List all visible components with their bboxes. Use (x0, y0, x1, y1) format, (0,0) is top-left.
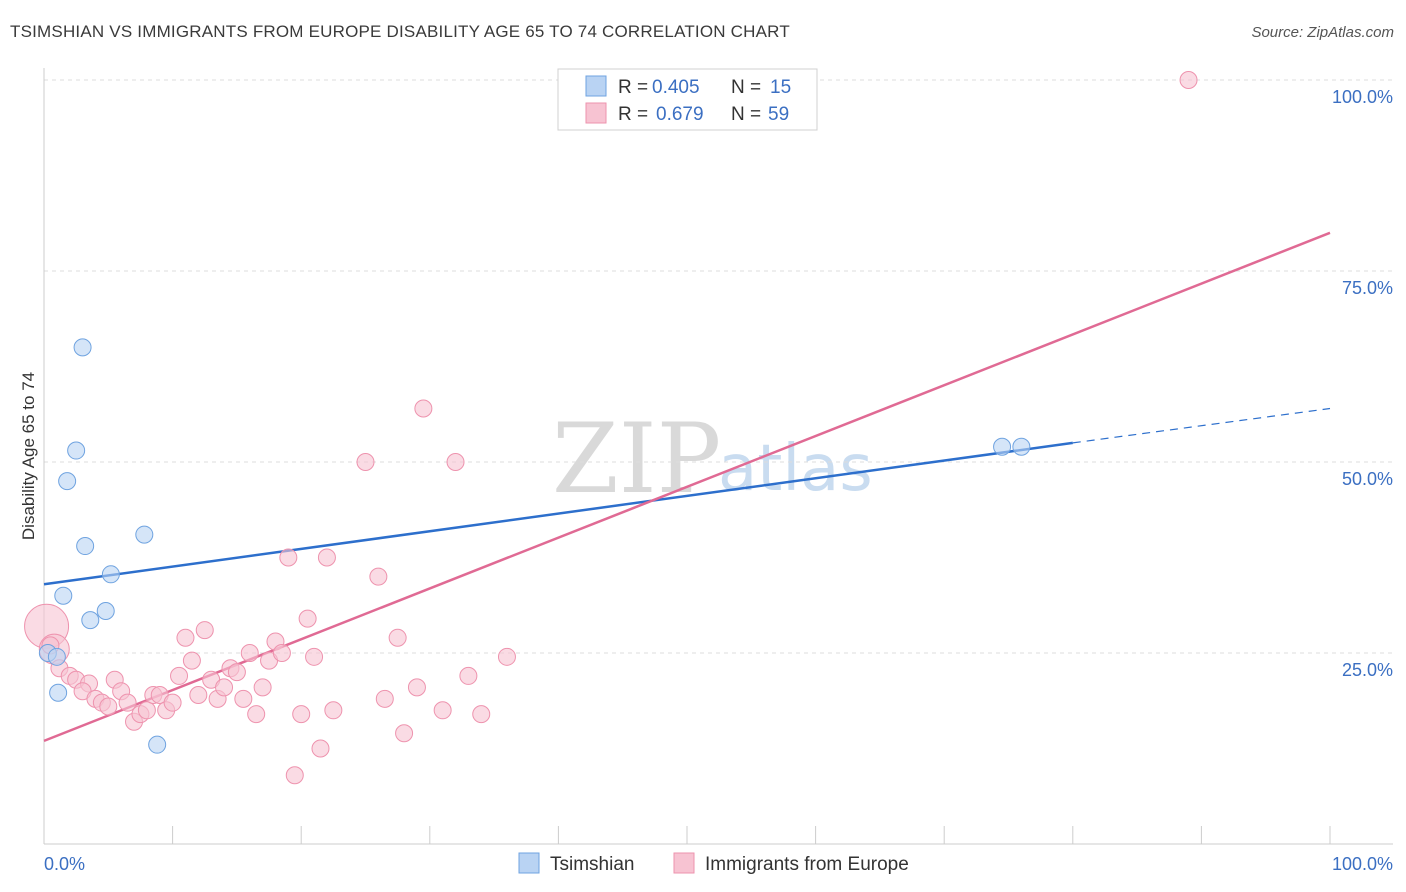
point-immigrants-27 (215, 678, 234, 697)
bottom-legend-label-immigrants: Immigrants from Europe (705, 854, 909, 875)
y-tick-labels: 25.0% 50.0% 75.0% 100.0% (1332, 87, 1393, 680)
legend-r-value-immigrants: 0.679 (656, 104, 704, 125)
bottom-legend-swatch-tsimshian (518, 852, 540, 874)
point-immigrants-12 (118, 693, 137, 712)
point-tsimshian-6 (54, 586, 73, 605)
axes (43, 68, 1393, 845)
y-tick-label-100: 100.0% (1332, 87, 1393, 107)
point-tsimshian-12 (148, 735, 167, 754)
grid-lines (44, 79, 1393, 654)
point-immigrants-32 (247, 705, 266, 724)
point-immigrants-49 (395, 724, 414, 743)
y-tick-label-50: 50.0% (1342, 469, 1393, 489)
point-immigrants-22 (182, 651, 201, 670)
point-tsimshian-11 (49, 683, 68, 702)
point-immigrants-48 (388, 628, 407, 647)
x-tick-label-max: 100.0% (1332, 854, 1393, 874)
point-immigrants-46 (369, 567, 388, 586)
point-immigrants-53 (446, 453, 465, 471)
point-immigrants-39 (292, 705, 311, 724)
point-tsimshian-0 (73, 338, 92, 357)
scatter-points (24, 71, 1198, 785)
y-tick-label-75: 75.0% (1342, 278, 1393, 298)
point-immigrants-56 (497, 647, 516, 666)
point-immigrants-50 (407, 678, 426, 697)
legend-r-label-tsimshian: R = (618, 77, 648, 98)
x-tick-label-min: 0.0% (44, 854, 85, 874)
trend-line-tsimshian-extension (1072, 407, 1331, 444)
point-immigrants-45 (356, 453, 375, 471)
point-tsimshian-3 (76, 537, 95, 556)
legend-n-value-immigrants: 59 (768, 104, 789, 125)
point-tsimshian-4 (135, 525, 154, 544)
legend-n-label-immigrants: N = (731, 104, 761, 125)
point-immigrants-44 (324, 701, 343, 720)
point-immigrants-21 (176, 628, 195, 647)
point-immigrants-15 (137, 701, 156, 720)
legend-r-label-immigrants: R = (618, 104, 648, 125)
point-immigrants-38 (285, 766, 304, 785)
point-immigrants-24 (195, 621, 214, 640)
point-tsimshian-13 (993, 437, 1012, 456)
point-immigrants-47 (375, 689, 394, 708)
point-immigrants-29 (227, 663, 246, 682)
trend-line-immigrants (43, 231, 1331, 743)
point-immigrants-23 (189, 686, 208, 705)
legend-swatch-immigrants (585, 102, 607, 124)
point-tsimshian-2 (58, 472, 77, 491)
chart-title: TSIMSHIAN VS IMMIGRANTS FROM EUROPE DISA… (10, 22, 790, 41)
point-immigrants-9 (99, 697, 118, 716)
point-immigrants-40 (298, 609, 317, 628)
point-immigrants-54 (459, 666, 478, 685)
point-immigrants-19 (163, 693, 182, 712)
point-immigrants-51 (414, 399, 433, 418)
point-immigrants-36 (272, 644, 291, 662)
bottom-legend-label-tsimshian: Tsimshian (550, 854, 634, 875)
point-tsimshian-8 (96, 601, 115, 620)
point-immigrants-30 (234, 689, 253, 708)
point-immigrants-52 (433, 701, 452, 720)
stats-legend: R = 0.405 N = 15 R = 0.679 N = 59 (557, 68, 818, 131)
point-immigrants-43 (317, 548, 336, 567)
point-tsimshian-7 (81, 611, 100, 630)
legend-swatch-tsimshian (585, 75, 607, 97)
point-tsimshian-14 (1012, 437, 1031, 456)
point-immigrants-41 (305, 647, 324, 666)
source-credit: Source: ZipAtlas.com (1251, 24, 1394, 41)
y-tick-label-25: 25.0% (1342, 660, 1393, 680)
watermark-zip: ZIP (552, 403, 721, 515)
point-tsimshian-5 (101, 565, 120, 584)
series-legend: Tsimshian Immigrants from Europe (518, 852, 909, 875)
trend-line-tsimshian (43, 441, 1073, 586)
point-immigrants-57 (1179, 71, 1198, 89)
point-immigrants-20 (170, 666, 189, 685)
y-axis-label: Disability Age 65 to 74 (19, 372, 38, 540)
x-ticks (43, 826, 1331, 844)
legend-r-value-tsimshian: 0.405 (652, 77, 700, 98)
point-tsimshian-10 (47, 647, 66, 666)
point-immigrants-55 (472, 705, 491, 724)
point-immigrants-42 (311, 739, 330, 758)
point-tsimshian-1 (67, 441, 86, 460)
legend-n-value-tsimshian: 15 (770, 77, 791, 98)
trend-lines (43, 231, 1331, 743)
point-immigrants-37 (279, 548, 298, 567)
point-immigrants-33 (253, 678, 272, 697)
bottom-legend-swatch-immigrants (673, 852, 695, 874)
point-immigrants-31 (240, 644, 259, 662)
legend-n-label-tsimshian: N = (731, 77, 761, 98)
